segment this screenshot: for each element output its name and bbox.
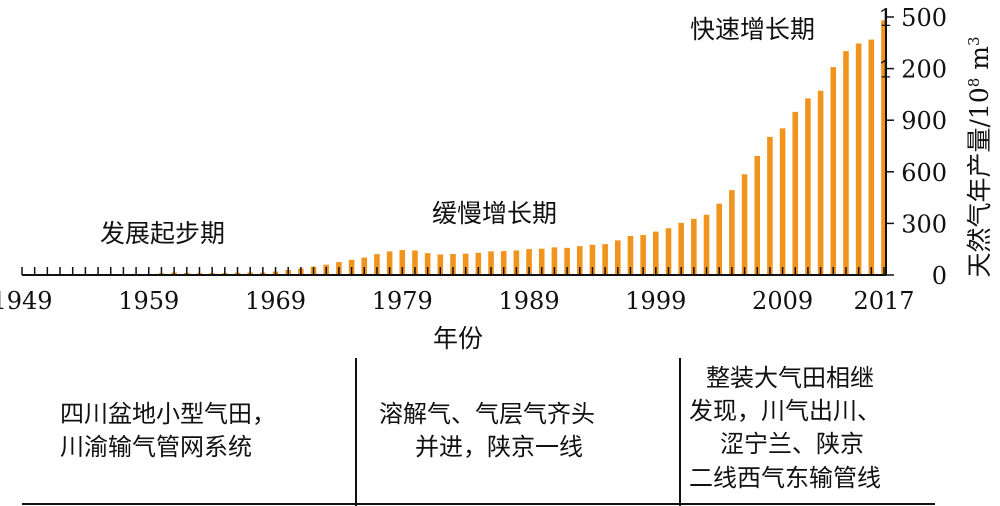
bar-1990 <box>538 248 545 275</box>
phase-label-rapid-growth: 快速增长期 <box>690 15 815 44</box>
bar-1982 <box>437 254 444 275</box>
bar-1984 <box>462 253 469 275</box>
bar-1989 <box>526 249 532 275</box>
bar-2009 <box>779 128 786 275</box>
bar-2012 <box>817 90 824 275</box>
bar-1999 <box>653 231 659 275</box>
bar-1988 <box>513 250 520 275</box>
y-tick-label: 0 <box>932 262 947 290</box>
bar-1983 <box>450 254 456 275</box>
y-axis-title-exp: 8 <box>965 78 983 88</box>
desc-rapid-line-4: 二线西气东输管线 <box>689 464 881 492</box>
bar-1991 <box>551 247 558 275</box>
x-tick-label: 1989 <box>499 287 560 315</box>
phase-label-slow-growth: 缓慢增长期 <box>432 199 557 228</box>
bar-2002 <box>691 218 697 275</box>
x-tick-label: 2017 <box>853 287 914 315</box>
desc-startup-line-2: 川渝输气管网系统 <box>60 433 252 461</box>
bar-1992 <box>564 247 570 275</box>
bar-2006 <box>741 174 748 275</box>
bar-2008 <box>767 136 773 275</box>
bar-1987 <box>500 251 507 275</box>
x-tick-label: 1969 <box>245 287 306 315</box>
y-tick-label: 1 500 <box>878 4 947 32</box>
bar-2015 <box>855 43 862 275</box>
desc-rapid-line-3: 涩宁兰、陕京 <box>720 430 864 458</box>
bar-series <box>19 20 887 276</box>
desc-rapid-line-1: 整装大气田相继 <box>706 364 874 392</box>
x-axis-title: 年份 <box>433 324 483 353</box>
y-axis-title-unit: m <box>965 46 994 78</box>
bar-2016 <box>868 39 875 275</box>
x-tick-label: 2009 <box>752 287 813 315</box>
bar-2007 <box>754 155 761 275</box>
bar-2011 <box>805 98 811 276</box>
desc-slow-line-2: 并进，陕京一线 <box>415 433 583 461</box>
stage-description-table: 四川盆地小型气田， 川渝输气管网系统 溶解气、气层气齐头 并进，陕京一线 整装大… <box>22 358 935 506</box>
x-axis: 1949 1959 1969 1979 1989 1999 2009 2017 <box>0 267 915 315</box>
bar-1996 <box>614 240 621 275</box>
bar-1981 <box>424 253 431 275</box>
y-axis: 0 300 600 900 1 200 1 500 <box>878 4 947 290</box>
bar-1979 <box>399 250 406 275</box>
x-tick-label: 1949 <box>0 287 53 315</box>
bar-1977 <box>374 254 380 275</box>
y-axis-title: 天然气年产量/108 m3 <box>965 37 994 278</box>
bar-1998 <box>640 234 646 275</box>
bar-1997 <box>627 235 634 275</box>
bar-2005 <box>729 190 735 275</box>
desc-rapid-line-2: 发现，川气出川、 <box>689 397 881 425</box>
y-tick-labels: 0 300 600 900 1 200 1 500 <box>878 4 947 290</box>
y-tick-label: 600 <box>901 159 947 187</box>
bar-1986 <box>488 251 494 275</box>
y-tick-label: 300 <box>901 210 947 238</box>
bar-2001 <box>678 222 684 275</box>
x-tick-label: 1959 <box>118 287 179 315</box>
x-tick-labels: 1949 1959 1969 1979 1989 1999 2009 2017 <box>0 287 915 315</box>
bar-2017 <box>881 20 887 276</box>
bar-1995 <box>602 244 608 275</box>
bar-2003 <box>703 214 710 275</box>
bar-1978 <box>386 251 393 275</box>
bar-1976 <box>361 257 368 275</box>
y-ticks <box>886 16 894 276</box>
x-tick-label: 1979 <box>372 287 433 315</box>
desc-slow-line-1: 溶解气、气层气齐头 <box>379 400 595 428</box>
bar-2014 <box>843 51 849 276</box>
y-axis-title-unit-exp: 3 <box>965 37 983 47</box>
bar-1980 <box>412 250 418 275</box>
bar-2013 <box>830 67 837 276</box>
bar-2004 <box>716 203 723 275</box>
y-axis-title-main: 天然气年产量/10 <box>965 87 994 277</box>
bar-1994 <box>589 244 596 275</box>
bar-1985 <box>475 252 482 275</box>
y-tick-label: 900 <box>901 107 947 135</box>
x-tick-label: 1999 <box>625 287 686 315</box>
bar-1993 <box>576 246 583 275</box>
phase-label-startup: 发展起步期 <box>100 219 225 248</box>
bar-2010 <box>792 111 799 275</box>
desc-startup-line-1: 四川盆地小型气田， <box>60 400 276 428</box>
bar-2000 <box>665 228 672 275</box>
y-tick-label: 1 200 <box>878 56 947 84</box>
x-minor-ticks <box>21 267 885 275</box>
